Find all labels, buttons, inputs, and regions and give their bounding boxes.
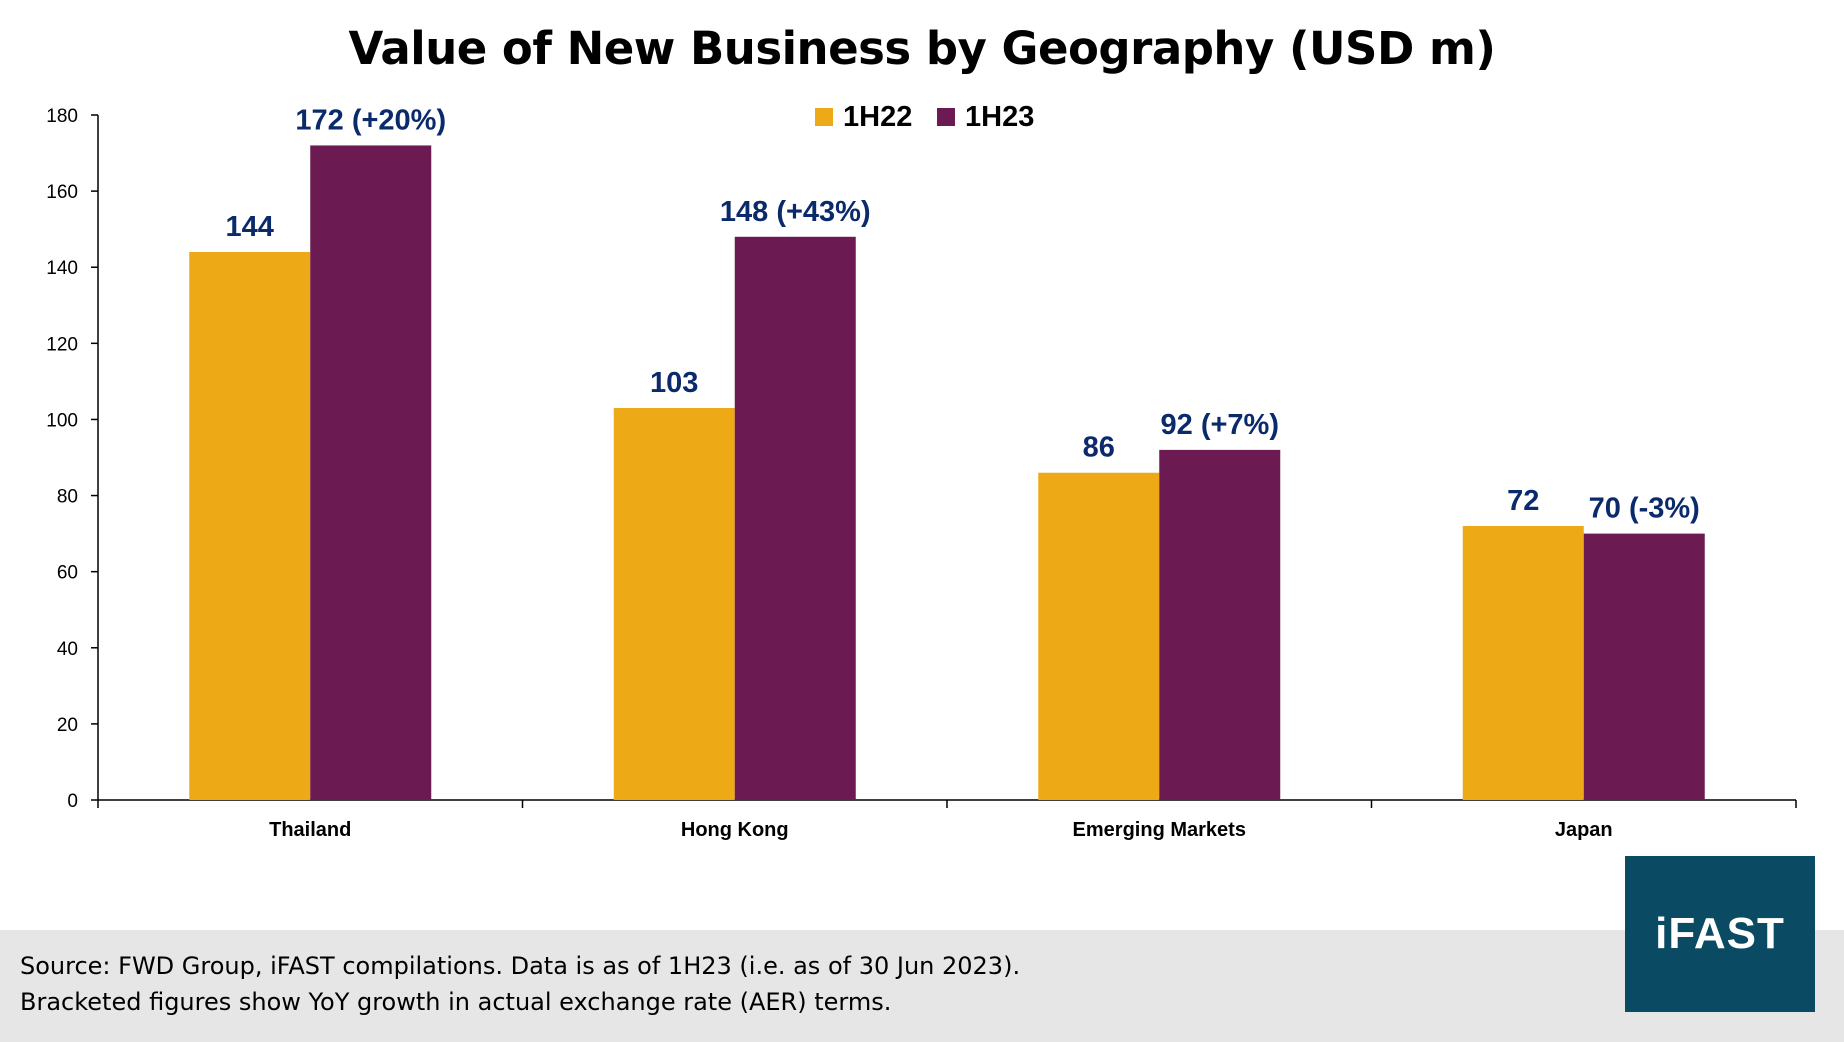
chart-title: Value of New Business by Geography (USD … xyxy=(348,22,1496,75)
bar-1h22-japan xyxy=(1462,526,1584,800)
bar-1h22-hong-kong xyxy=(613,408,735,800)
legend-swatch-1h23 xyxy=(937,108,955,126)
x-category-label: Japan xyxy=(1555,819,1613,841)
growth-note: Bracketed figures show YoY growth in act… xyxy=(20,988,892,1016)
x-category-label: Thailand xyxy=(269,819,351,841)
bar-1h23-japan xyxy=(1583,533,1705,800)
y-tick-label: 20 xyxy=(57,715,78,736)
legend-swatch-1h22 xyxy=(815,108,833,126)
data-label: 148 (+43%) xyxy=(720,196,871,228)
data-label: 70 (-3%) xyxy=(1589,493,1700,525)
data-label: 86 xyxy=(1083,432,1115,464)
y-tick-label: 180 xyxy=(46,106,78,127)
data-label: 172 (+20%) xyxy=(295,104,446,136)
data-label: 92 (+7%) xyxy=(1161,409,1279,441)
x-category-label: Hong Kong xyxy=(681,819,789,841)
data-label: 144 xyxy=(226,211,274,243)
y-tick-label: 140 xyxy=(46,258,78,279)
y-tick-label: 80 xyxy=(57,487,78,508)
logo-text: iFAST xyxy=(1655,909,1785,958)
ifast-logo: iFAST xyxy=(1625,856,1815,1012)
x-category-label: Emerging Markets xyxy=(1073,819,1246,841)
y-tick-label: 160 xyxy=(46,182,78,203)
bar-1h23-emerging-markets xyxy=(1159,449,1281,800)
bar-1h23-thailand xyxy=(310,145,432,800)
y-tick-label: 40 xyxy=(57,639,78,660)
legend-label-1h23: 1H23 xyxy=(965,101,1034,133)
footer-band xyxy=(0,930,1844,1042)
bar-chart: 0 20 40 60 80 100 120 140 160 180 144 172 (+20%) Tha… xyxy=(46,101,1797,841)
y-tick-label: 100 xyxy=(46,410,78,431)
y-tick-label: 120 xyxy=(46,334,78,355)
bar-1h23-hong-kong xyxy=(734,236,856,800)
y-tick-label: 60 xyxy=(57,563,78,584)
data-label: 72 xyxy=(1507,485,1539,517)
bar-1h22-thailand xyxy=(189,252,311,800)
source-note: Source: FWD Group, iFAST compilations. D… xyxy=(20,952,1021,980)
y-tick-label: 0 xyxy=(67,791,78,812)
data-label: 103 xyxy=(650,367,698,399)
bar-1h22-emerging-markets xyxy=(1038,472,1160,800)
legend-label-1h22: 1H22 xyxy=(843,101,912,133)
